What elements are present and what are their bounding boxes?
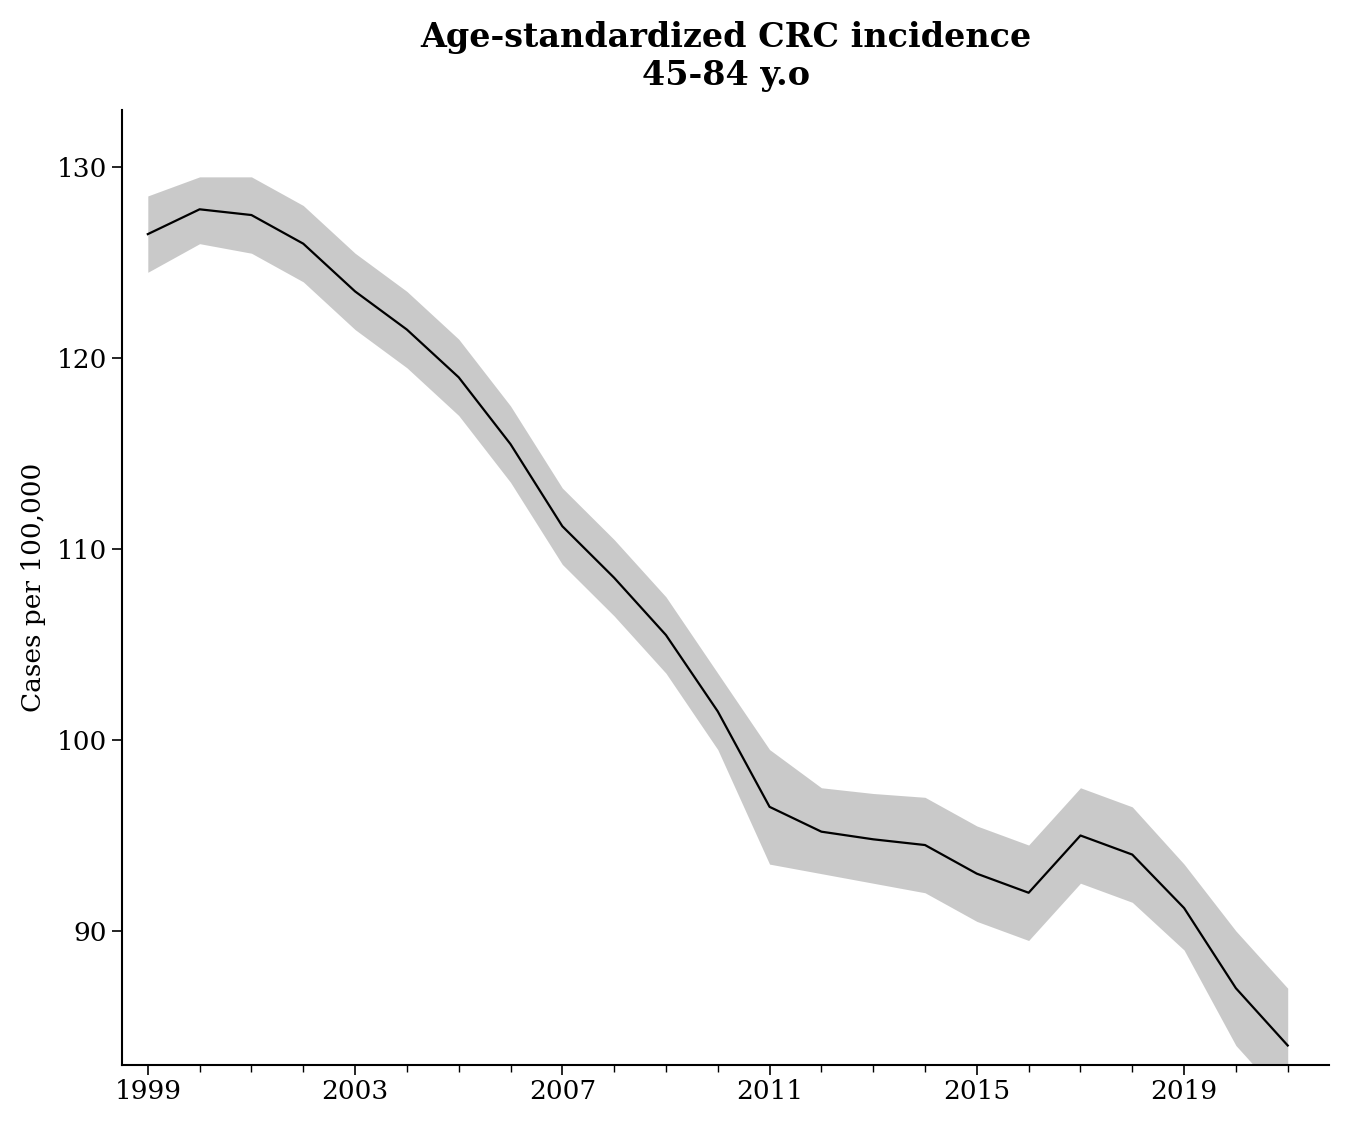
Title: Age-standardized CRC incidence
45-84 y.o: Age-standardized CRC incidence 45-84 y.o — [420, 21, 1031, 92]
Y-axis label: Cases per 100,000: Cases per 100,000 — [20, 462, 46, 712]
